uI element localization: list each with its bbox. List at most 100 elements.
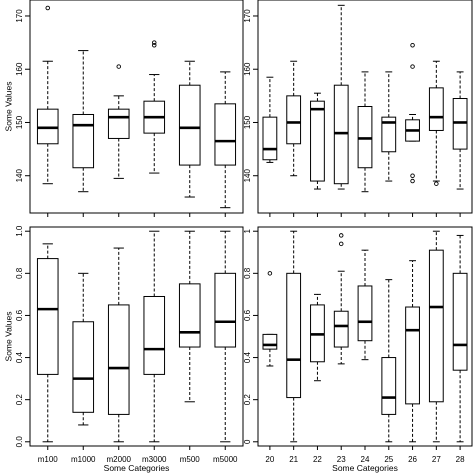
box-m2000 xyxy=(107,64,130,179)
box-body xyxy=(214,272,237,348)
box-body xyxy=(381,357,397,415)
outlier-point xyxy=(410,64,415,69)
box-m3000 xyxy=(143,230,166,443)
outlier-point xyxy=(151,40,157,45)
panel-top-left: 140 150 160 170 Some Values xyxy=(3,0,244,217)
panel-frame xyxy=(29,0,244,214)
box-body xyxy=(36,108,59,145)
x-tick-label: m3000 xyxy=(142,455,167,464)
box-20 xyxy=(262,76,278,163)
outlier-point xyxy=(116,64,121,69)
box-23 xyxy=(333,4,349,190)
outlier-point xyxy=(410,178,415,184)
box-24 xyxy=(357,71,373,193)
outlier-point xyxy=(267,271,273,276)
box-24 xyxy=(357,249,373,361)
box-body xyxy=(72,113,95,169)
box-25 xyxy=(381,279,397,443)
y-tick-label: 0.8 xyxy=(243,267,252,279)
box-22 xyxy=(310,293,325,382)
y-tick-label: 0.4 xyxy=(15,351,24,363)
box-body xyxy=(357,285,373,342)
x-tick-label: 20 xyxy=(265,455,274,464)
x-tick-label: m2000 xyxy=(107,455,132,464)
box-21 xyxy=(286,230,302,443)
box-body xyxy=(178,84,201,166)
x-tick-label: m5000 xyxy=(213,455,238,464)
box-m500 xyxy=(178,60,201,198)
y-tick-label: 0.6 xyxy=(15,309,24,321)
box-body xyxy=(357,106,373,169)
outlier-point xyxy=(151,43,157,48)
y-tick-label: 0.0 xyxy=(15,436,24,448)
outlier-point xyxy=(45,5,51,11)
box-m100 xyxy=(36,243,59,443)
y-tick-label: 0 xyxy=(243,439,252,444)
box-m1000 xyxy=(72,50,95,193)
box-body xyxy=(428,249,444,403)
box-body xyxy=(452,272,468,371)
panel-bottom-left: 0.0 0.2 0.4 0.6 0.8 1.0 m100 m1000 m2000 m3000 m50… xyxy=(3,225,244,473)
y-tick-label: 0.4 xyxy=(243,351,252,363)
box-28 xyxy=(452,71,468,190)
box-m5000 xyxy=(214,71,237,209)
box-body xyxy=(178,283,201,348)
y-tick-label: 0.6 xyxy=(243,309,252,321)
outlier-point xyxy=(338,241,344,247)
box-body xyxy=(286,95,302,145)
x-tick-label: m100 xyxy=(38,455,59,464)
box-body xyxy=(428,87,444,131)
box-23 xyxy=(333,233,349,365)
x-tick-label: 22 xyxy=(313,455,322,464)
box-body xyxy=(107,108,130,139)
y-tick-label: 160 xyxy=(15,62,24,76)
box-body xyxy=(405,306,420,405)
y-tick-label: 140 xyxy=(243,169,252,183)
x-axis-label: Some Categories xyxy=(104,463,170,473)
y-tick-label: 1 xyxy=(243,228,252,233)
box-body xyxy=(214,103,237,166)
box-body xyxy=(333,84,349,185)
box-m100 xyxy=(36,5,59,185)
box-m500 xyxy=(178,230,201,403)
y-tick-label: 170 xyxy=(243,9,252,23)
box-22 xyxy=(310,92,325,190)
box-27 xyxy=(428,230,444,443)
box-28 xyxy=(452,234,468,443)
panel-bottom-right: 0 0.2 0.4 0.6 0.8 1 20 21 22 23 24 25 26 27 28 Some Cat… xyxy=(243,226,473,473)
x-tick-label: m1000 xyxy=(71,455,96,464)
box-body xyxy=(36,258,59,375)
x-tick-label: 24 xyxy=(361,455,370,464)
box-26 xyxy=(405,43,420,184)
box-m5000 xyxy=(214,230,237,443)
y-tick-label: 160 xyxy=(243,62,252,76)
x-tick-label: m500 xyxy=(180,455,201,464)
box-m3000 xyxy=(143,40,166,174)
box-27 xyxy=(428,60,444,186)
y-tick-label: 0.8 xyxy=(15,267,24,279)
y-tick-label: 0.2 xyxy=(15,394,24,406)
box-body xyxy=(452,98,468,150)
box-body xyxy=(72,321,95,413)
panel-top-right: 140 150 160 170 xyxy=(243,0,473,217)
y-tick-label: 150 xyxy=(243,115,252,129)
y-axis-label: Some Values xyxy=(3,82,13,132)
box-m1000 xyxy=(72,272,95,426)
box-m2000 xyxy=(107,247,130,443)
y-tick-label: 0.2 xyxy=(243,394,252,406)
box-20 xyxy=(262,271,278,367)
box-body xyxy=(262,333,278,350)
box-body xyxy=(381,116,397,153)
y-tick-label: 140 xyxy=(15,169,24,183)
x-tick-label: 23 xyxy=(337,455,346,464)
box-body xyxy=(286,272,302,399)
box-body xyxy=(333,310,349,348)
x-tick-label: 28 xyxy=(456,455,465,464)
y-axis-label: Some Values xyxy=(3,312,13,362)
x-tick-label: 25 xyxy=(384,455,393,464)
box-body xyxy=(262,116,278,161)
box-21 xyxy=(286,60,302,177)
outlier-point xyxy=(338,233,344,238)
x-tick-label: 26 xyxy=(408,455,417,464)
